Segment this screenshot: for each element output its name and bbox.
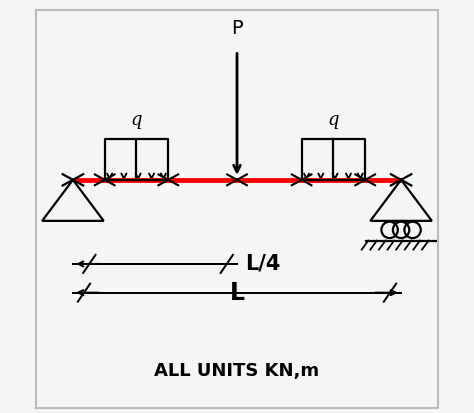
Text: q: q bbox=[131, 111, 142, 128]
Text: L/4: L/4 bbox=[245, 254, 281, 274]
Text: ALL UNITS KN,m: ALL UNITS KN,m bbox=[155, 362, 319, 380]
Text: L: L bbox=[229, 281, 245, 305]
Text: q: q bbox=[328, 111, 339, 128]
Text: P: P bbox=[231, 19, 243, 38]
